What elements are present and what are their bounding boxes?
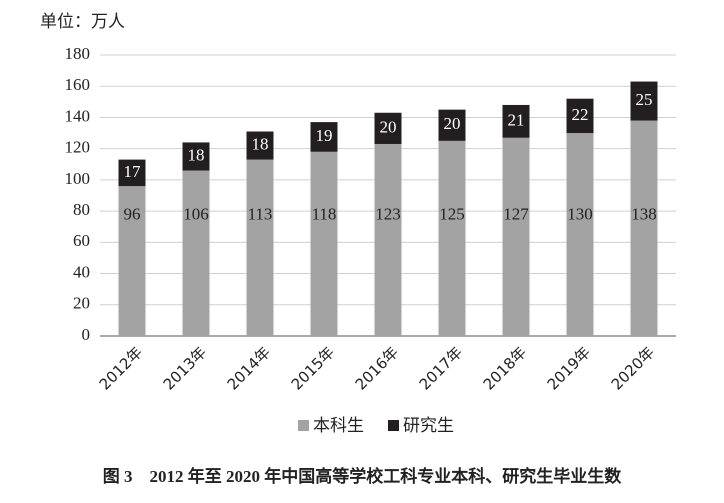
bar bbox=[310, 151, 338, 336]
x-tick-label: 2015年 bbox=[288, 343, 338, 393]
value-label: 17 bbox=[124, 162, 142, 181]
bar bbox=[118, 186, 146, 336]
bar bbox=[118, 159, 146, 187]
value-label: 127 bbox=[503, 205, 529, 224]
bar bbox=[502, 104, 530, 138]
x-tick-label: 2016年 bbox=[352, 343, 402, 393]
value-label: 106 bbox=[183, 205, 209, 224]
value-label: 123 bbox=[375, 205, 401, 224]
value-label: 25 bbox=[636, 90, 653, 109]
y-tick-label: 0 bbox=[82, 325, 91, 344]
value-label: 22 bbox=[572, 105, 589, 124]
y-tick-label: 160 bbox=[65, 75, 91, 94]
bar bbox=[566, 98, 594, 134]
value-label: 21 bbox=[508, 110, 525, 129]
value-label: 20 bbox=[380, 117, 397, 136]
bar bbox=[630, 120, 658, 336]
bar bbox=[310, 122, 338, 152]
x-tick-label: 2017年 bbox=[416, 343, 466, 393]
value-label: 118 bbox=[312, 205, 337, 224]
bar bbox=[438, 140, 466, 336]
legend-label: 研究生 bbox=[403, 416, 454, 436]
value-label: 113 bbox=[248, 205, 273, 224]
x-tick-label: 2018年 bbox=[480, 343, 530, 393]
value-label: 138 bbox=[631, 205, 657, 224]
bar bbox=[182, 142, 210, 171]
y-tick-label: 40 bbox=[73, 262, 90, 281]
x-tick-label: 2014年 bbox=[224, 343, 274, 393]
x-tick-label: 2013年 bbox=[160, 343, 210, 393]
y-tick-label: 180 bbox=[65, 44, 91, 63]
value-label: 20 bbox=[444, 114, 461, 133]
x-tick-label: 2020年 bbox=[608, 343, 658, 393]
bar bbox=[246, 159, 274, 336]
bar bbox=[566, 133, 594, 336]
bar bbox=[374, 112, 402, 144]
y-tick-label: 100 bbox=[65, 169, 91, 188]
bar bbox=[182, 170, 210, 336]
y-tick-label: 20 bbox=[73, 294, 90, 313]
bar bbox=[374, 143, 402, 336]
legend-label: 本科生 bbox=[313, 416, 364, 436]
bar bbox=[502, 137, 530, 336]
unit-label: 单位：万人 bbox=[40, 12, 125, 32]
bar bbox=[438, 109, 466, 141]
value-label: 130 bbox=[567, 205, 593, 224]
value-label: 19 bbox=[316, 126, 333, 145]
y-tick-label: 140 bbox=[65, 106, 91, 125]
y-tick-label: 120 bbox=[65, 138, 91, 157]
bar bbox=[246, 131, 274, 160]
x-tick-label: 2012年 bbox=[96, 343, 146, 393]
y-tick-label: 80 bbox=[73, 200, 90, 219]
value-label: 96 bbox=[124, 205, 141, 224]
legend-swatch bbox=[298, 420, 309, 431]
x-tick-label: 2019年 bbox=[544, 343, 594, 393]
legend-swatch bbox=[388, 420, 399, 431]
value-label: 125 bbox=[439, 205, 465, 224]
bar bbox=[630, 81, 658, 121]
chart-title: 图 3 2012 年至 2020 年中国高等学校工科专业本科、研究生毕业生数 bbox=[103, 466, 622, 486]
value-label: 18 bbox=[188, 145, 205, 164]
value-label: 18 bbox=[252, 134, 269, 153]
y-tick-label: 60 bbox=[73, 231, 90, 250]
